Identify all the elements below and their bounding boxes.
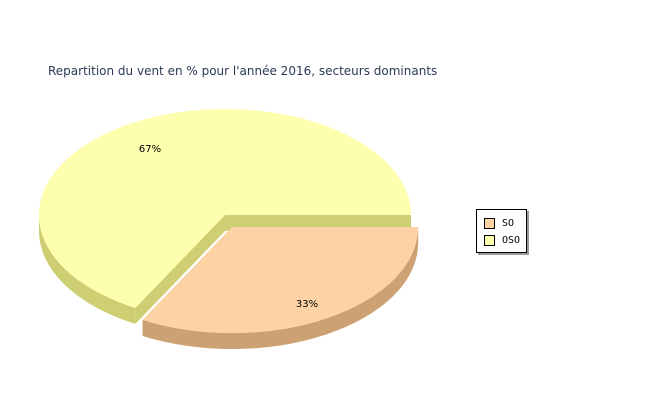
legend-label-oso: OSO xyxy=(502,235,521,246)
slice-oso xyxy=(39,109,411,308)
legend-swatch-oso xyxy=(484,235,495,246)
slice-side-so xyxy=(142,227,419,350)
legend: SO OSO xyxy=(476,209,527,253)
slice-label-so: 33% xyxy=(296,299,318,310)
slice-so xyxy=(142,227,419,334)
legend-swatch-so xyxy=(484,218,495,229)
slice-side-oso xyxy=(39,215,136,324)
chart-title: Repartition du vent en % pour l'année 20… xyxy=(48,64,438,78)
legend-item-oso: OSO xyxy=(477,232,526,249)
legend-item-so: SO xyxy=(477,215,526,232)
slice-label-oso: 67% xyxy=(139,144,161,155)
legend-label-so: SO xyxy=(502,218,515,229)
slice-wall-oso-0 xyxy=(135,215,225,324)
slice-wall-oso-1 xyxy=(225,215,411,231)
